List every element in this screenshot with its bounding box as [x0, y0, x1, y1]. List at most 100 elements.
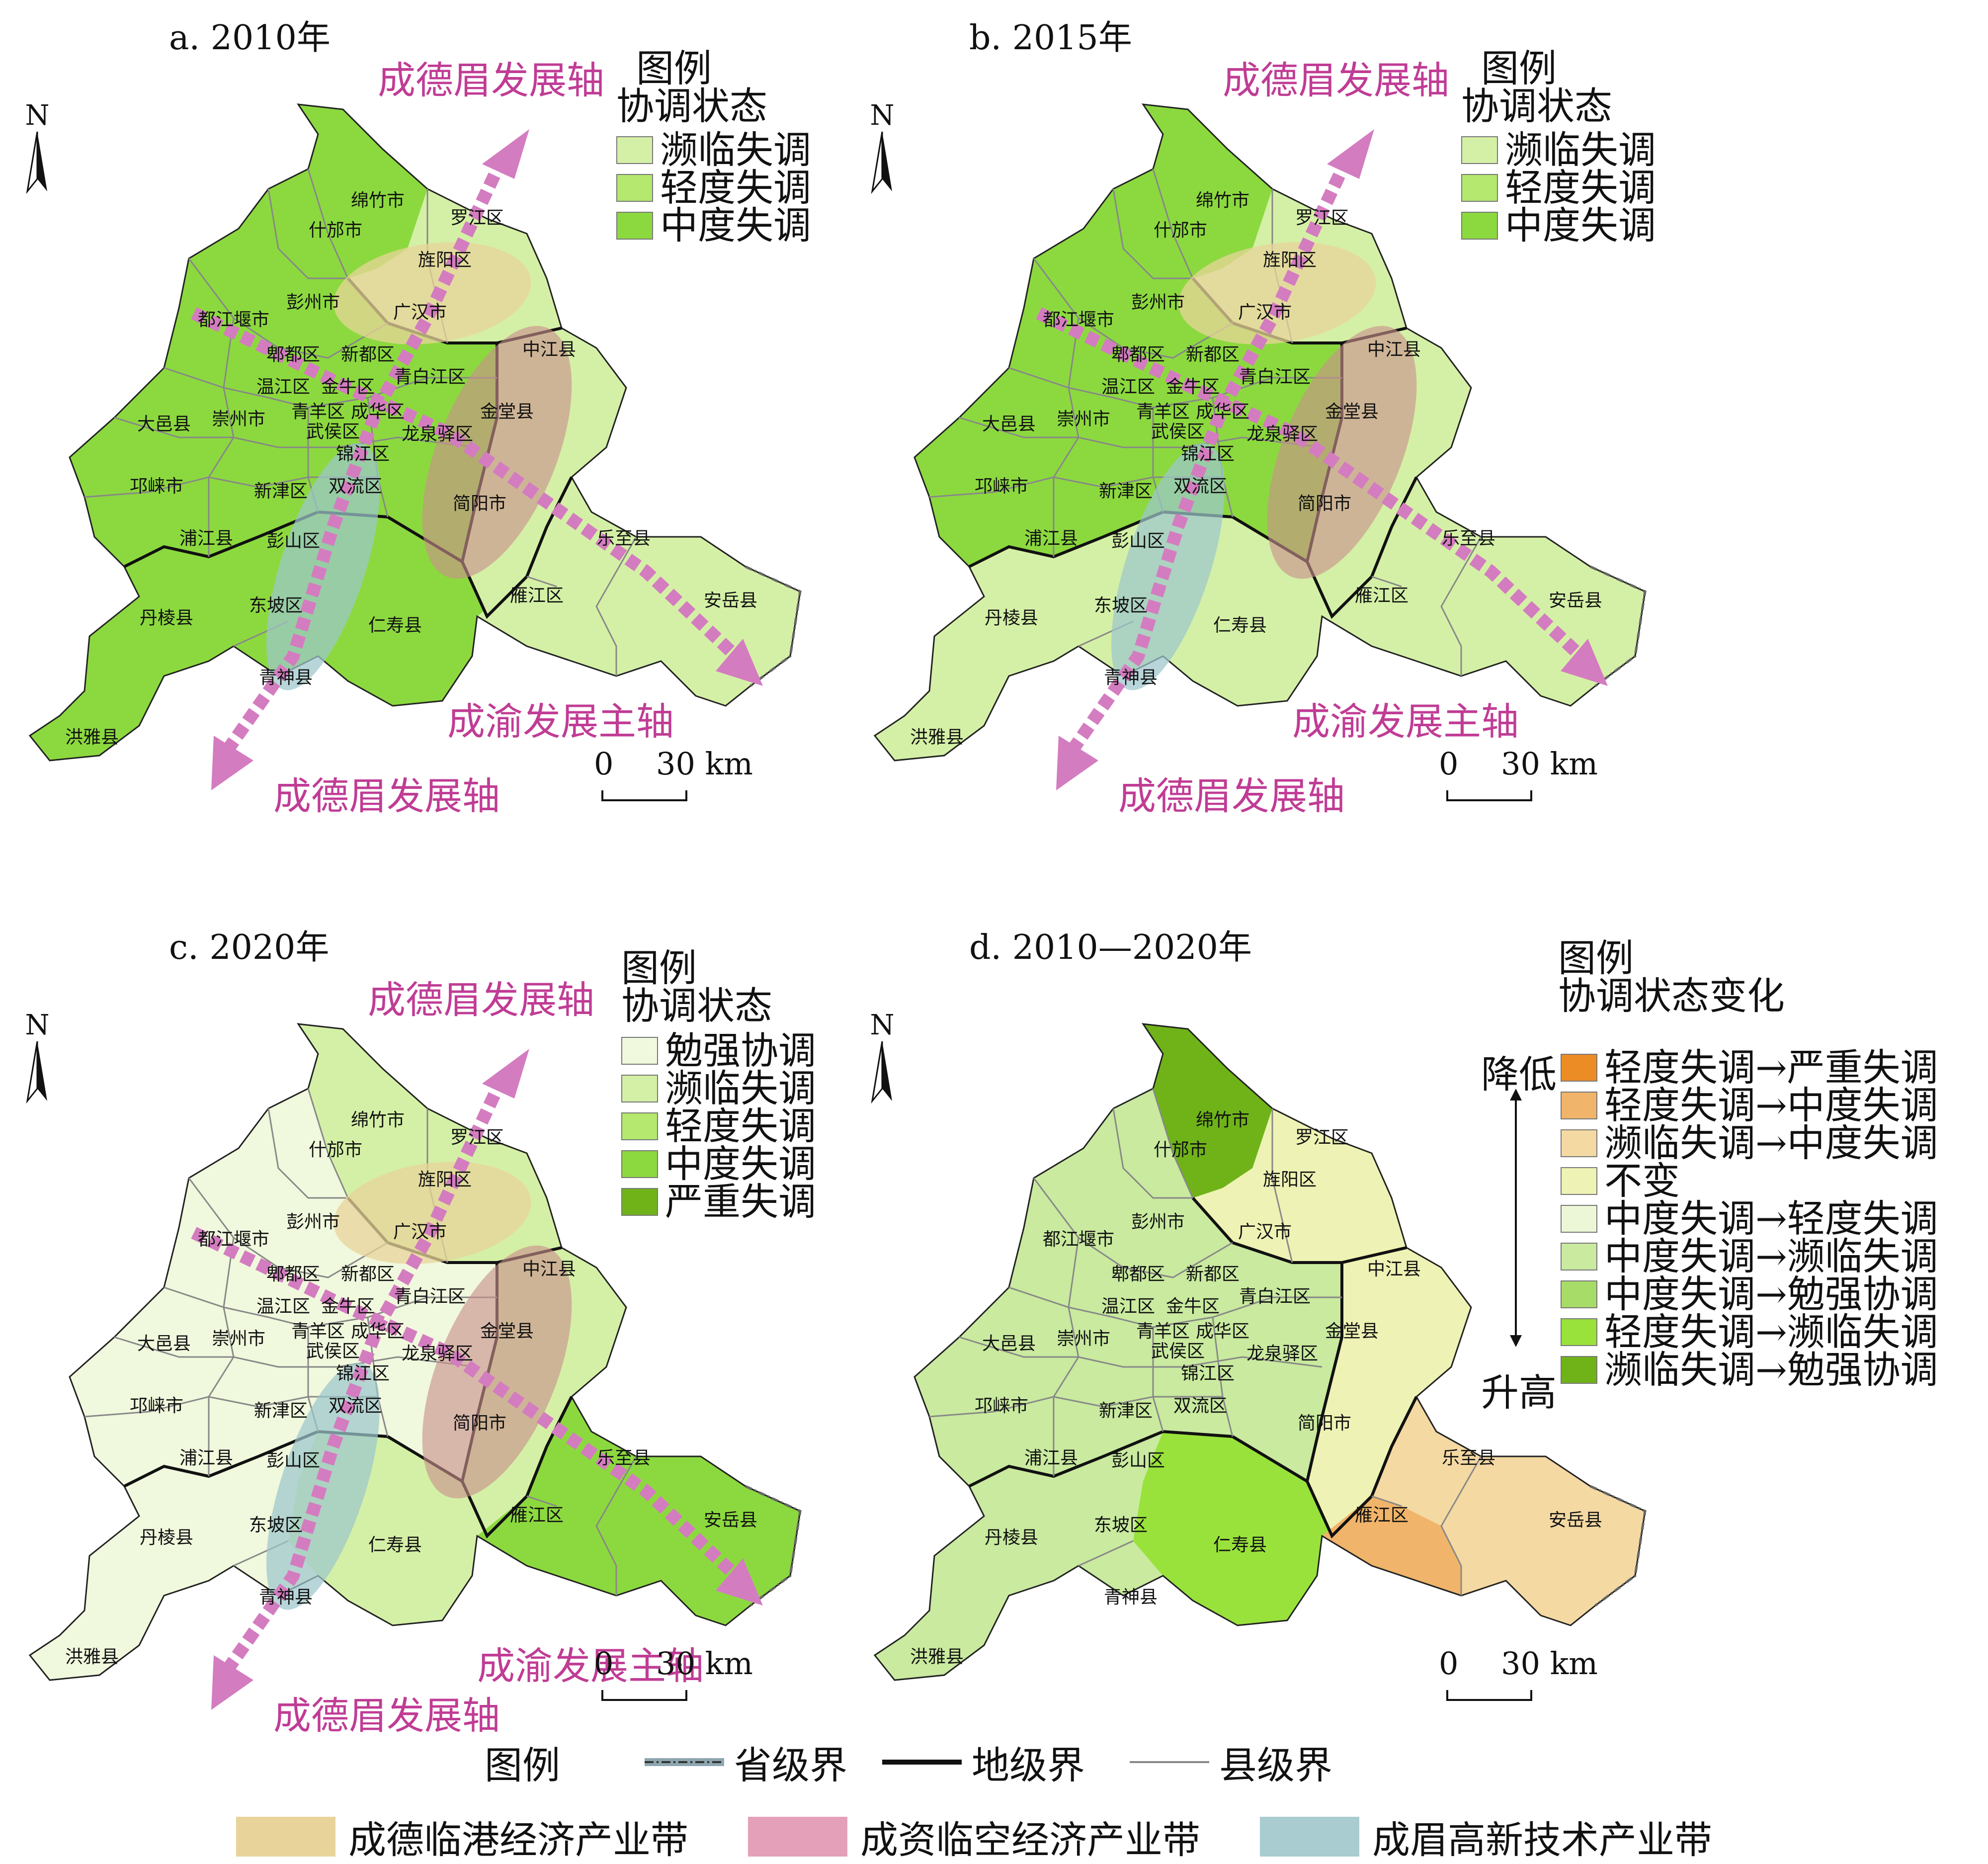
place-label-qingbaijiang: 青白江区 — [1239, 367, 1311, 387]
belt-swatch-tech — [1260, 1817, 1359, 1857]
place-label-mianzhu: 绵竹市 — [1195, 190, 1250, 211]
place-label-jianyang: 简阳市 — [452, 494, 507, 514]
place-label-pujiang: 浦江县 — [1024, 1448, 1078, 1468]
place-label-hongya: 洪雅县 — [65, 1647, 119, 1667]
place-label-longquanyi: 龙泉驿区 — [1246, 1344, 1319, 1364]
place-label-shuangliu: 双流区 — [1173, 476, 1228, 497]
panel-title: b. 2015年 — [969, 18, 1132, 58]
legend-label: 濒临失调 — [1505, 128, 1656, 172]
legend-label: 不变 — [1604, 1159, 1680, 1203]
province-line-icon — [645, 1758, 724, 1766]
axis-label-cdm-bottom: 成德眉发展轴 — [273, 774, 500, 818]
place-label-pengzhou: 彭州市 — [1131, 1212, 1185, 1232]
place-label-shuangliu: 双流区 — [1173, 1396, 1228, 1416]
place-label-jintang: 金堂县 — [1325, 402, 1379, 422]
place-label-dongpo: 东坡区 — [1093, 595, 1148, 616]
north-arrow: N — [870, 1009, 895, 1104]
place-label-wenjiang: 温江区 — [256, 377, 311, 397]
north-letter: N — [25, 99, 50, 132]
legend-swatch — [621, 1150, 658, 1178]
legend-item: 中度失调→濒临失调 — [1561, 1238, 1938, 1275]
legend-item: 轻度失调 — [616, 169, 811, 207]
scale-bar — [601, 1690, 687, 1701]
legend-change: 图例 协调状态变化 — [1558, 939, 1785, 1022]
place-label-shifang: 什邡市 — [308, 220, 363, 241]
place-label-yanjiang: 雁江区 — [1354, 586, 1409, 606]
place-label-jingyang: 旌阳区 — [417, 250, 472, 270]
legend-label: 濒临失调 — [660, 128, 811, 172]
axis-label-cy: 成渝发展主轴 — [1292, 699, 1519, 744]
panel-2010: a. 2010年 N 成德眉发展轴 成德眉发展轴 成渝发展主轴 图例 协调状态 … — [0, 0, 969, 845]
place-label-anyue: 安岳县 — [1548, 1510, 1603, 1530]
axis-label-cdm-top: 成德眉发展轴 — [378, 58, 604, 102]
legend-item: 中度失调→勉强协调 — [1561, 1275, 1938, 1313]
place-label-anyue: 安岳县 — [703, 1510, 758, 1530]
place-label-guanghan: 广汉市 — [1238, 1222, 1292, 1242]
place-label-chenghua: 成华区 — [1195, 402, 1250, 422]
place-label-pengzhou: 彭州市 — [286, 292, 340, 313]
axis-label-cdm-top: 成德眉发展轴 — [1223, 58, 1449, 102]
scale-distance: 30 km — [656, 1645, 753, 1682]
scale-zero: 0 — [594, 1645, 614, 1682]
legend-2020: 图例 协调状态 勉强协调 濒临失调 轻度失调 中度失调 严重失调 — [621, 949, 816, 1221]
place-label-qingyang: 青羊区 — [1136, 1321, 1190, 1342]
place-label-xindu: 新都区 — [1185, 1264, 1240, 1284]
legend-title: 图例 — [1558, 936, 1634, 980]
place-label-dujiangyan: 都江堰市 — [1042, 1229, 1115, 1250]
place-label-dayi: 大邑县 — [982, 1334, 1036, 1354]
place-label-pidu: 郫都区 — [266, 344, 321, 365]
north-arrow-icon — [871, 131, 892, 194]
legend-swatch — [1561, 1356, 1597, 1384]
place-label-xindu: 新都区 — [340, 1264, 395, 1284]
legend-2010: 图例 协调状态 濒临失调 轻度失调 中度失调 — [616, 50, 811, 245]
place-label-yanjiang: 雁江区 — [509, 586, 564, 606]
place-label-jinjiang: 锦江区 — [335, 444, 390, 464]
place-label-qionglai: 邛崃市 — [129, 476, 184, 497]
scale-zero: 0 — [1439, 746, 1459, 782]
place-label-chongzhou: 崇州市 — [211, 1329, 266, 1349]
place-label-wuhou: 武侯区 — [306, 422, 360, 442]
axis-label-cdm-bottom: 成德眉发展轴 — [1118, 774, 1345, 818]
place-label-qingyang: 青羊区 — [1136, 402, 1190, 422]
legend-item: 中度失调→轻度失调 — [1561, 1200, 1938, 1238]
place-label-jianyang: 简阳市 — [452, 1413, 507, 1434]
place-label-lezhi: 乐至县 — [1441, 528, 1496, 549]
place-label-zhongjiang: 中江县 — [1367, 339, 1421, 360]
place-label-jianyang: 简阳市 — [1297, 1413, 1352, 1434]
place-label-chongzhou: 崇州市 — [1056, 1329, 1111, 1349]
north-letter: N — [870, 99, 895, 132]
place-label-dongpo: 东坡区 — [1093, 1515, 1148, 1535]
place-label-jingyang: 旌阳区 — [1262, 1170, 1317, 1190]
legend-swatch — [621, 1075, 658, 1102]
place-label-danling: 丹棱县 — [984, 608, 1039, 628]
place-label-jintang: 金堂县 — [480, 402, 534, 422]
place-label-wuhou: 武侯区 — [1151, 1341, 1205, 1361]
legend-subtitle: 协调状态 — [1461, 84, 1612, 128]
scale-distance: 30 km — [656, 746, 753, 782]
north-arrow-icon — [26, 131, 47, 194]
place-label-wuhou: 武侯区 — [306, 1341, 360, 1361]
legend-increase-label: 升高 — [1481, 1370, 1557, 1415]
place-label-dayi: 大邑县 — [982, 414, 1036, 434]
legend-item: 濒临失调 — [616, 131, 811, 169]
legend-item: 中度失调 — [621, 1145, 816, 1183]
place-label-mianzhu: 绵竹市 — [350, 190, 405, 211]
province-boundary-label: 省级界 — [734, 1743, 847, 1787]
place-label-qionglai: 邛崃市 — [129, 1396, 184, 1416]
legend-item: 中度失调 — [616, 207, 811, 245]
legend-change-items: 轻度失调→严重失调 轻度失调→中度失调 濒临失调→中度失调 不变 中度失调→轻度… — [1561, 1049, 1938, 1389]
legend-title: 图例 — [621, 946, 697, 990]
legend-title: 图例 — [1481, 46, 1557, 90]
north-arrow: N — [870, 99, 895, 194]
legend-item: 濒临失调 — [621, 1070, 816, 1107]
place-label-pengzhou: 彭州市 — [1131, 292, 1185, 313]
legend-swatch — [1461, 174, 1498, 202]
county-boundary-label: 县级界 — [1219, 1743, 1332, 1787]
place-label-luojiang: 罗江区 — [450, 1127, 504, 1148]
legend-item: 轻度失调→严重失调 — [1561, 1049, 1938, 1087]
legend-label: 严重失调 — [665, 1180, 816, 1224]
place-label-renshou: 仁寿县 — [368, 1535, 422, 1555]
place-label-xinjin: 新津区 — [253, 481, 308, 502]
prefecture-line-icon — [882, 1760, 962, 1765]
place-label-guanghan: 广汉市 — [393, 302, 447, 323]
